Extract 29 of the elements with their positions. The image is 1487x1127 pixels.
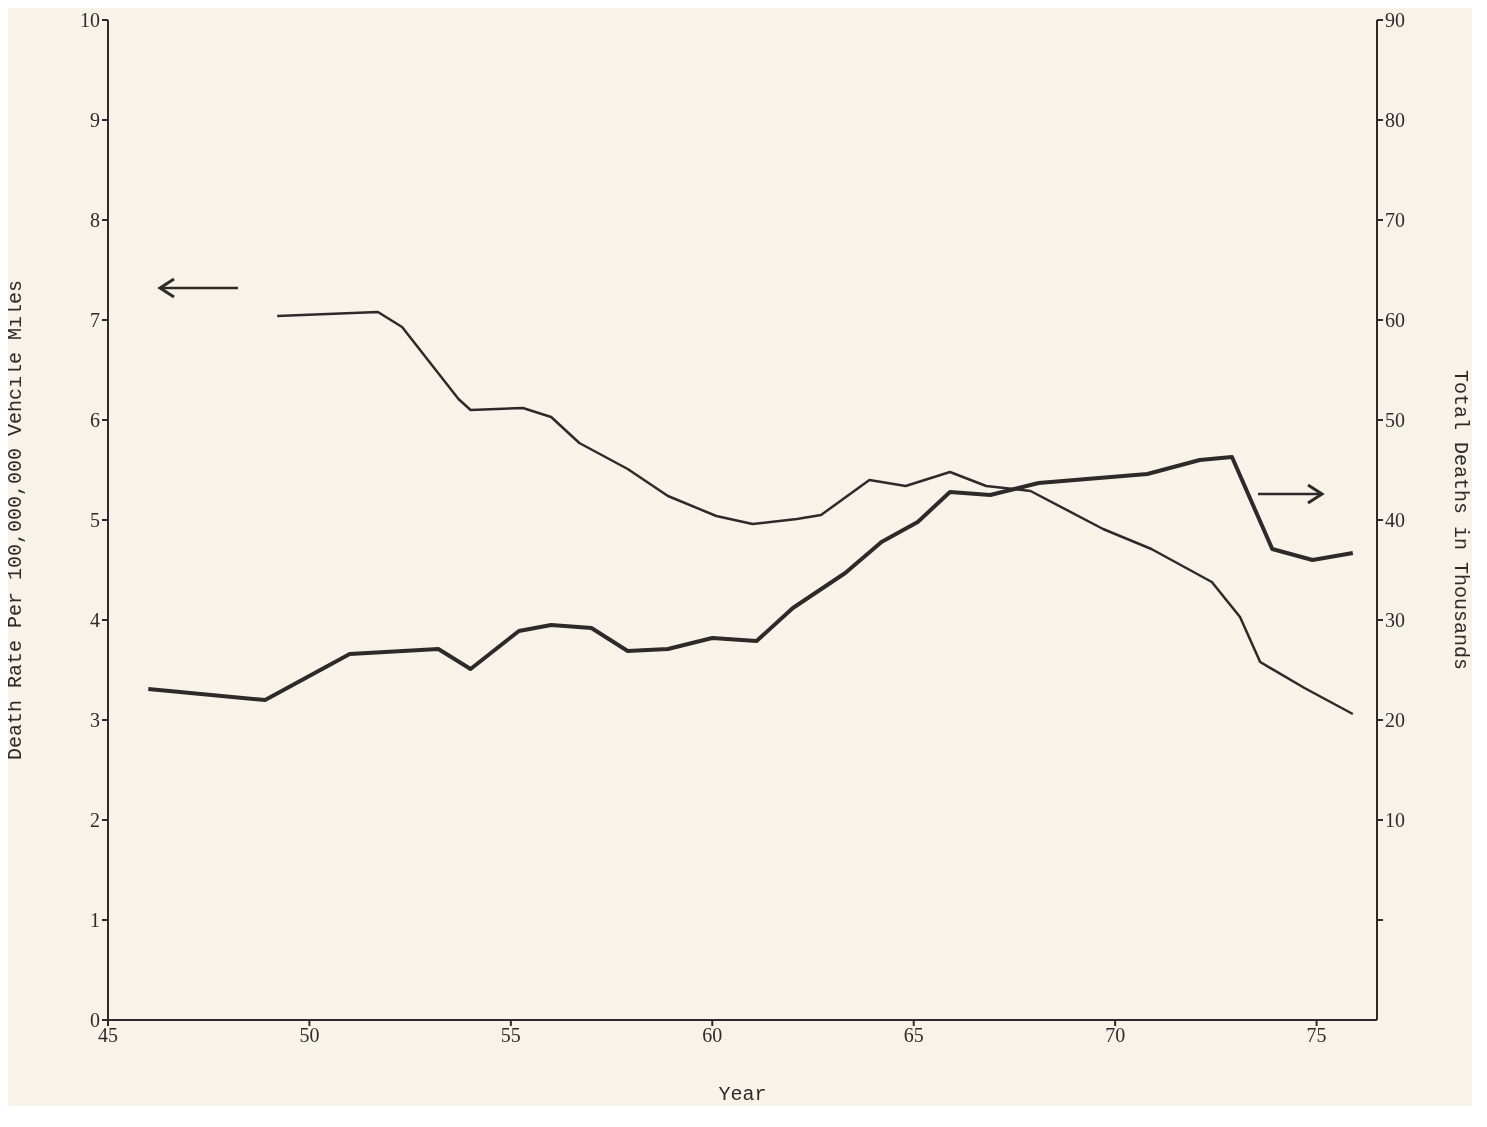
x-tick-label: 55 — [500, 1024, 521, 1047]
y2-tick-label: 80 — [1385, 109, 1405, 132]
y2-tick-label: 50 — [1385, 409, 1405, 432]
x-tick-label: 45 — [98, 1024, 118, 1047]
y2-tick-label: 10 — [1385, 809, 1405, 832]
y-tick-label: 1 — [90, 909, 100, 932]
y-tick-label: 7 — [90, 309, 100, 332]
y2-tick-label: 60 — [1385, 309, 1405, 332]
x-tick-label: 75 — [1306, 1024, 1327, 1047]
y-tick-label: 9 — [90, 109, 100, 132]
y-tick-label: 2 — [90, 809, 100, 832]
y2-tick-label: 70 — [1385, 209, 1405, 232]
y-tick-label: 5 — [90, 509, 100, 532]
y-tick-label: 8 — [90, 209, 100, 232]
x-tick-label: 60 — [702, 1024, 723, 1047]
y2-tick-label: 30 — [1385, 609, 1405, 632]
y-tick-label: 0 — [90, 1009, 100, 1032]
y2-tick-label: 40 — [1385, 509, 1405, 532]
y-tick-label: 3 — [90, 709, 100, 732]
y2-tick-label: 20 — [1385, 709, 1405, 732]
x-tick-label: 70 — [1105, 1024, 1126, 1047]
y-tick-label: 10 — [80, 9, 100, 32]
x-tick-label: 65 — [903, 1024, 924, 1047]
y-tick-label: 6 — [90, 409, 100, 432]
y2-axis-title: Total Deaths in Thousands — [1448, 369, 1472, 671]
x-axis-title: Year — [718, 1083, 767, 1106]
x-tick-label: 50 — [299, 1024, 320, 1047]
y-tick-label: 4 — [90, 609, 100, 632]
y2-tick-label: 90 — [1385, 9, 1405, 32]
